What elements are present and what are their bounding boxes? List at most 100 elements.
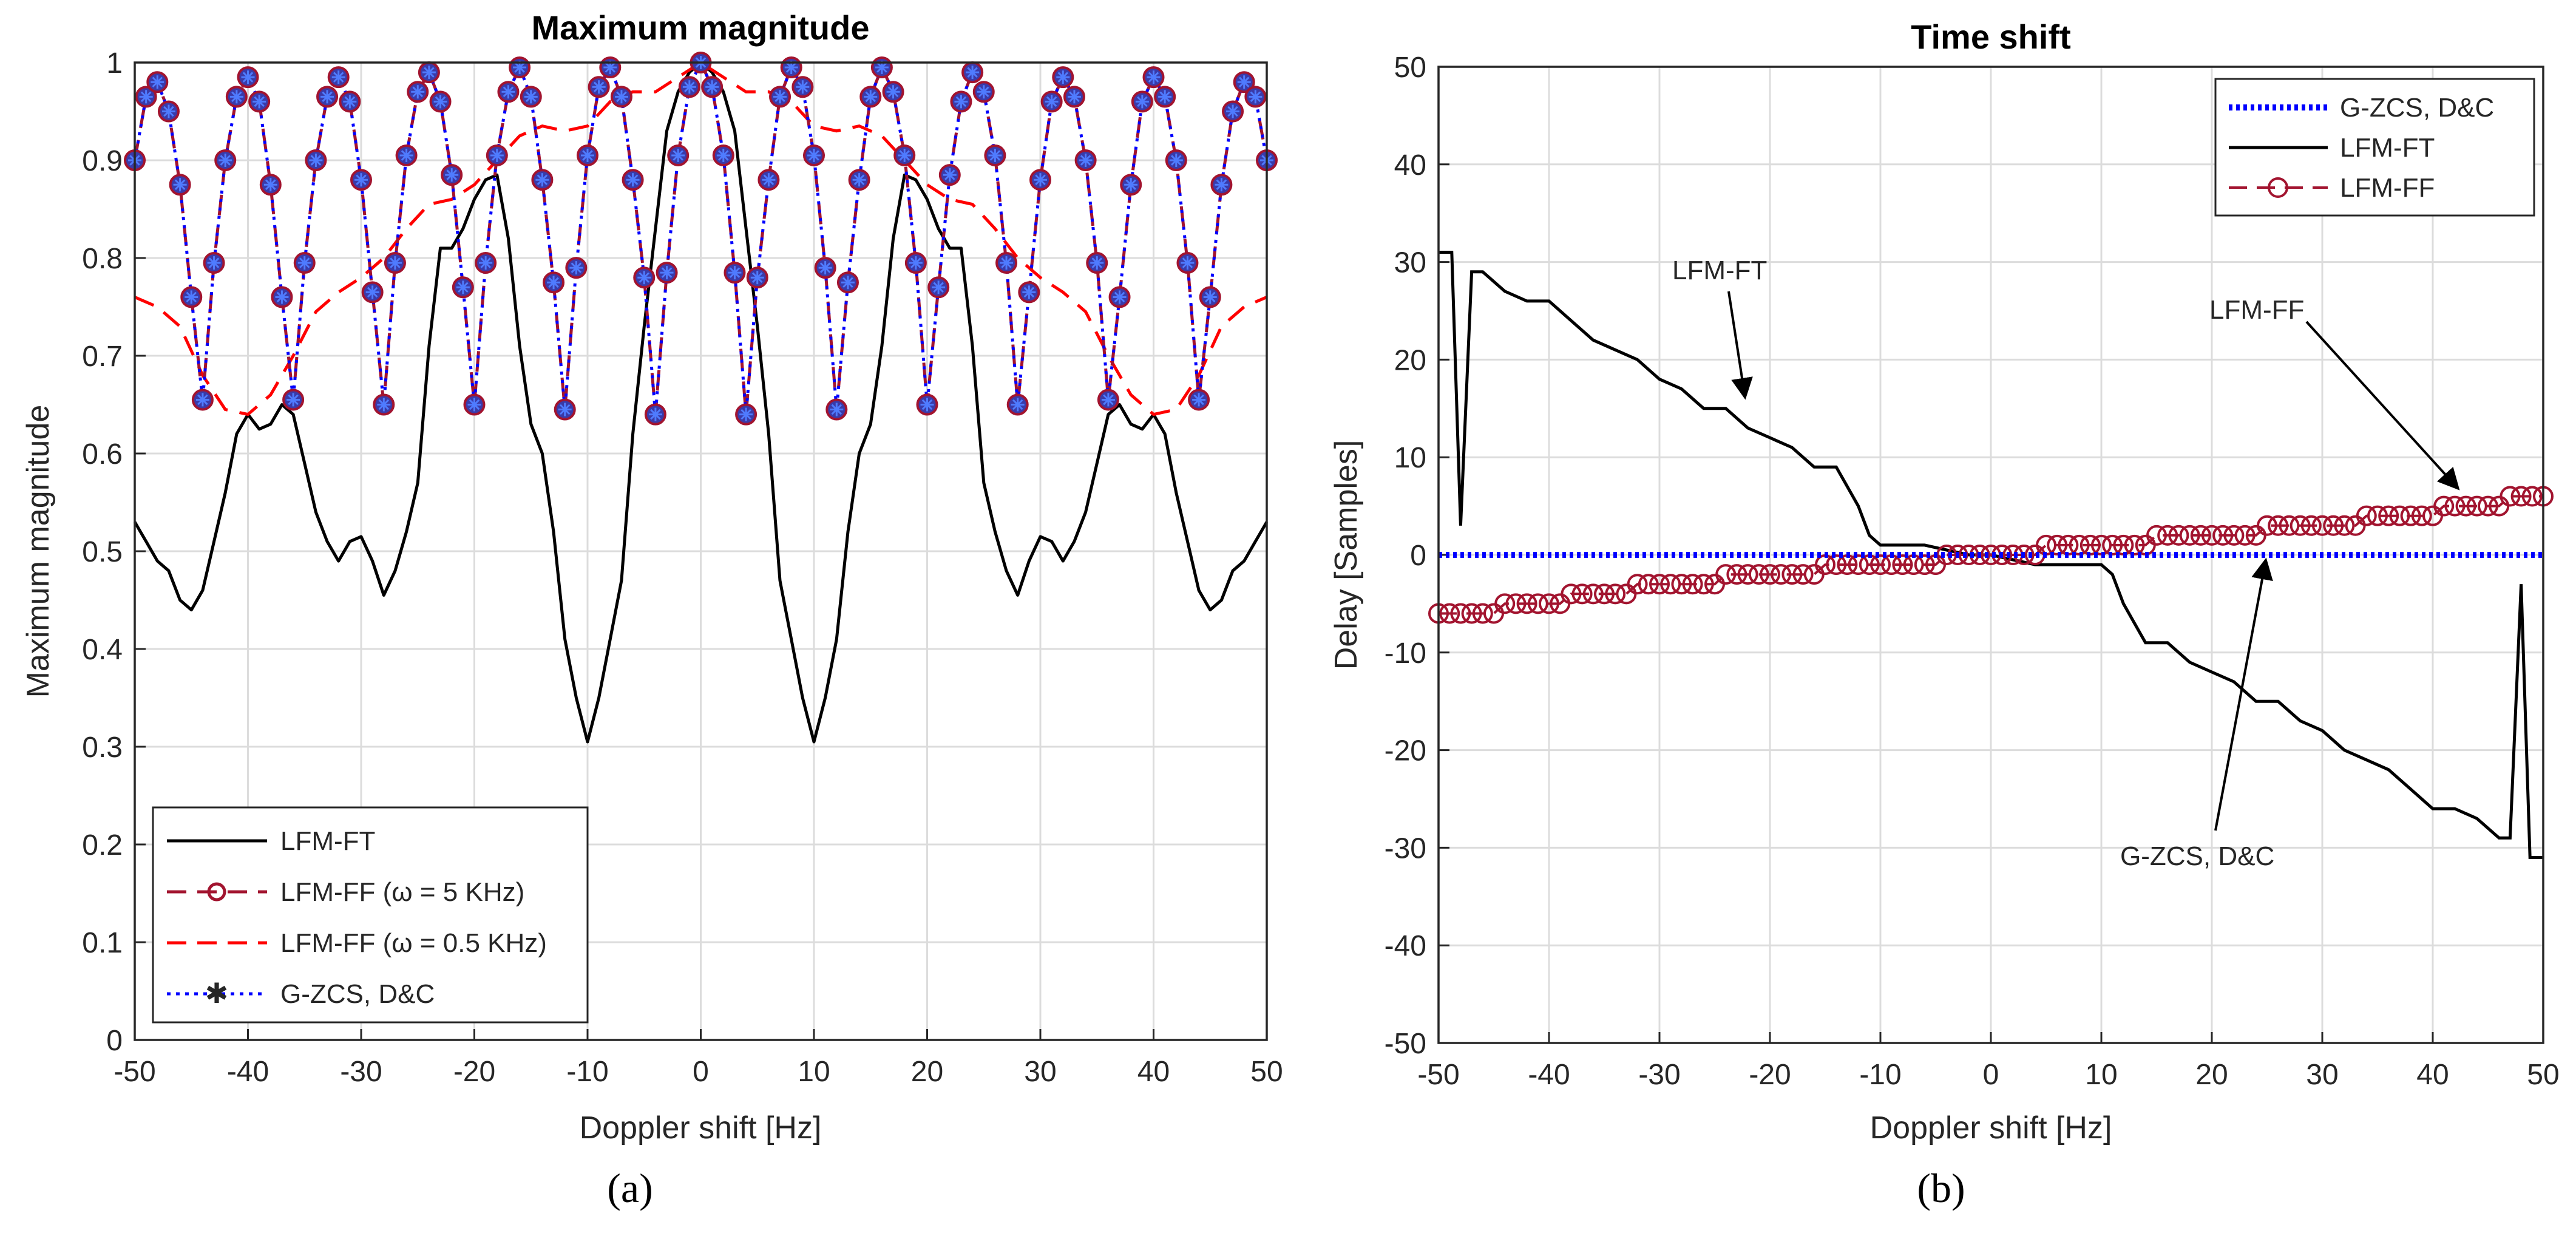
marker-lfm-ff-b <box>2257 515 2277 536</box>
legend-entry-lfm-ff-0.5khz: LFM-FF (ω = 0.5 KHz) <box>167 928 547 958</box>
marker-gzcs-star <box>377 398 391 412</box>
x-tick-label: 0 <box>693 1056 709 1088</box>
marker-lfm-ff-b <box>1771 564 1792 585</box>
marker-lfm-ff-b <box>2223 525 2245 546</box>
marker-gzcs-star <box>784 61 798 75</box>
marker-gzcs-star <box>1192 393 1206 407</box>
marker-lfm-ff-b <box>2190 525 2211 546</box>
marker-lfm-ff-b <box>1649 574 1670 595</box>
marker-lfm-ff-b <box>2367 505 2388 526</box>
marker-lfm-ff-b <box>2323 515 2344 536</box>
marker-lfm-ff-b <box>2510 486 2532 507</box>
marker-lfm-ff-b <box>2146 525 2167 546</box>
marker-gzcs-star <box>864 90 878 104</box>
marker-gzcs-star <box>331 70 345 84</box>
marker-lfm-ff-b <box>1693 574 1714 595</box>
marker-lfm-ff-b <box>1561 583 1582 605</box>
x-tick-label: 40 <box>1137 1056 1170 1088</box>
marker-gzcs-star <box>1147 70 1161 84</box>
y-tick-label: 0.8 <box>82 243 123 275</box>
x-tick-label: 10 <box>798 1056 830 1088</box>
marker-gzcs-star <box>728 266 742 280</box>
marker-lfm-ff-b <box>2279 515 2300 536</box>
series-group-a <box>124 52 1278 744</box>
marker-lfm-ff-b <box>2389 505 2410 526</box>
marker-lfm-ff-b <box>2179 525 2200 546</box>
marker-gzcs-star <box>343 95 357 109</box>
marker-gzcs-star <box>886 85 900 99</box>
y-tick-label: 50 <box>1394 52 1426 84</box>
marker-gzcs-star <box>1113 290 1127 304</box>
panel-label-b: (b) <box>1917 1165 1965 1211</box>
marker-gzcs-star <box>479 256 493 270</box>
annotation-text: G-ZCS, D&C <box>2120 841 2274 871</box>
marker-gzcs-star <box>1022 285 1036 299</box>
panel-label-a: (a) <box>607 1165 652 1211</box>
x-tick-label: 40 <box>2416 1059 2449 1091</box>
x-tick-label: -50 <box>114 1056 155 1088</box>
marker-gzcs-star <box>682 80 696 94</box>
marker-gzcs-star <box>297 256 311 270</box>
x-tick-label: -30 <box>340 1056 382 1088</box>
series-line-lfm-ff-0.5khz <box>134 61 1267 416</box>
marker-gzcs-star <box>660 266 674 280</box>
x-tick-label: -40 <box>1528 1059 1570 1091</box>
marker-lfm-ff-b <box>2500 486 2521 507</box>
y-tick-label: 0.6 <box>82 438 123 470</box>
chart-panel-b: -50 -40 -30 -20 -10 0 10 20 30 40 50 -50 -40 -30 -20 -1… <box>1329 18 2560 1211</box>
marker-gzcs-star <box>275 290 289 304</box>
marker-gzcs-star <box>229 90 243 104</box>
marker-lfm-ff-b <box>2168 525 2189 546</box>
y-tick-label: 10 <box>1394 442 1426 474</box>
marker-gzcs-star <box>286 393 300 407</box>
x-tick-label: -40 <box>227 1056 269 1088</box>
marker-gzcs-star <box>195 393 209 407</box>
marker-lfm-ff-b <box>1539 593 1559 614</box>
y-tick-label: 0 <box>106 1025 123 1057</box>
marker-gzcs-star <box>388 256 402 270</box>
marker-gzcs-star <box>1090 256 1104 270</box>
marker-gzcs-star <box>263 178 277 192</box>
marker-lfm-ff-b <box>2124 534 2145 555</box>
axes-frame-b <box>1437 66 2544 1044</box>
marker-gzcs-star <box>524 90 538 104</box>
marker-gzcs-star <box>354 173 368 187</box>
marker-lfm-ff-b <box>1605 583 1626 605</box>
marker-lfm-ff-b <box>2521 486 2543 507</box>
marker-lfm-ff-b <box>2201 525 2222 546</box>
marker-gzcs-star <box>467 398 481 412</box>
legend-entry-lfm-ff-5khz: LFM-FF (ω = 5 KHz) <box>167 877 524 907</box>
marker-gzcs-star <box>1034 173 1047 187</box>
marker-gzcs-star <box>807 148 821 162</box>
marker-gzcs-star <box>422 66 436 80</box>
marker-lfm-ff-b <box>1461 603 1482 624</box>
marker-gzcs-star <box>501 85 515 99</box>
legend-label: LFM-FT <box>280 826 375 856</box>
marker-gzcs-star <box>490 148 504 162</box>
marker-lfm-ff-b <box>2300 515 2322 536</box>
y-axis-label-a: Maximum magnitude <box>21 405 56 698</box>
marker-gzcs-star <box>185 290 198 304</box>
marker-lfm-ff-b <box>2411 505 2432 526</box>
marker-gzcs-star <box>558 403 572 416</box>
marker-gzcs-star <box>1067 90 1081 104</box>
marker-lfm-ff-b <box>1737 564 1758 585</box>
chart-panel-a: -50 -40 -30 -20 -10 0 10 20 30 40 50 0 0.1 0.2 0.3 0.4 0… <box>21 8 1283 1211</box>
marker-gzcs-star <box>648 407 662 421</box>
marker-lfm-ff-b <box>1892 554 1913 576</box>
y-tick-label: -10 <box>1385 637 1426 670</box>
legend-label: G-ZCS, D&C <box>2340 93 2494 123</box>
marker-gzcs-star <box>875 61 889 75</box>
legend-label: LFM-FT <box>2340 133 2435 163</box>
chart-title-a: Maximum magnitude <box>532 8 870 47</box>
annotation-gzcs: G-ZCS, D&C <box>2120 557 2274 871</box>
y-tick-label: 0.4 <box>82 634 123 666</box>
y-tick-label: 40 <box>1394 149 1426 182</box>
y-tick-label: 30 <box>1394 247 1426 279</box>
marker-gzcs-star <box>920 398 934 412</box>
marker-gzcs-star <box>716 148 730 162</box>
marker-gzcs-star <box>1237 75 1251 89</box>
x-tick-label: -10 <box>566 1056 608 1088</box>
marker-lfm-ff-b <box>2356 505 2377 526</box>
marker-gzcs-star <box>773 90 787 104</box>
